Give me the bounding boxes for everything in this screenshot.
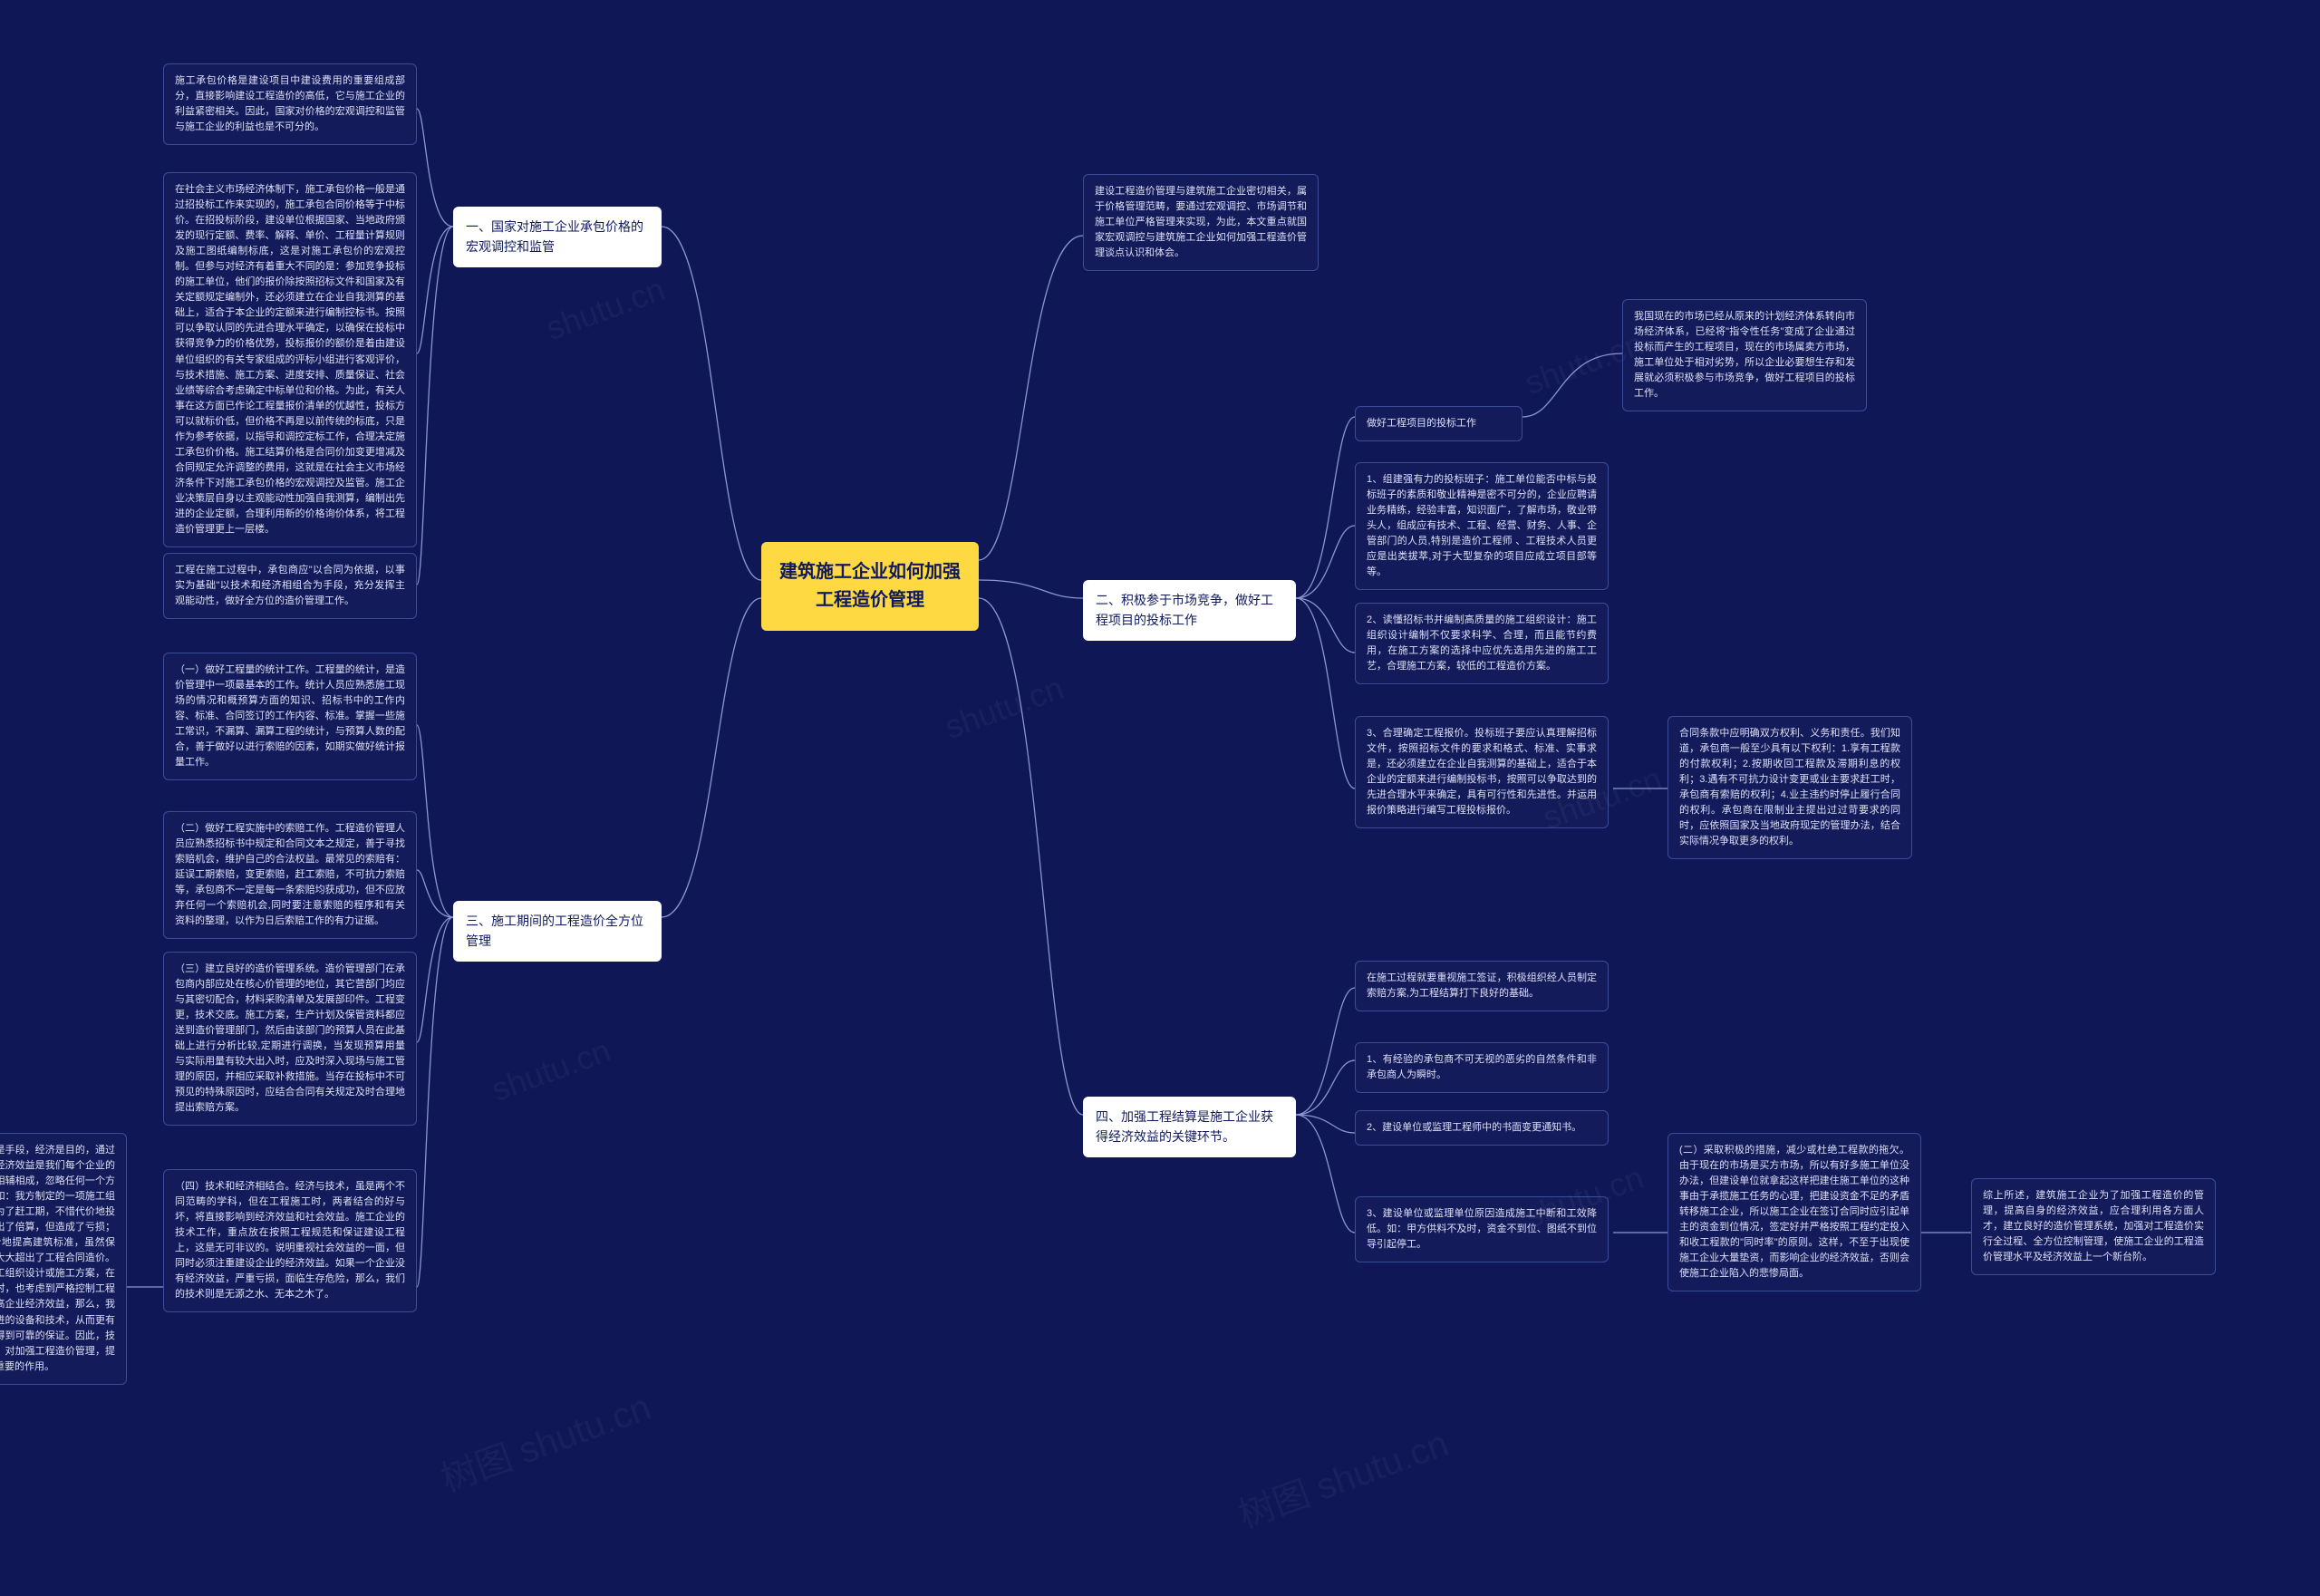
b2-l3-extra-text: 合同条款中应明确双方权利、义务和责任。我们知道，承包商一般至少具有以下权利：1.…: [1679, 726, 1900, 849]
b2-l0-text: 做好工程项目的投标工作: [1367, 416, 1511, 431]
branch-1: 一、国家对施工企业承包价格的宏观调控和监管: [453, 207, 662, 267]
branch-1-title: 一、国家对施工企业承包价格的宏观调控和监管: [466, 218, 649, 256]
b3-l4-text: （四）技术和经济相结合。经济与技术，虽是两个不同范畴的学科，但在工程施工时，两者…: [175, 1179, 405, 1302]
b4-l3-extra2: 综上所述，建筑施工企业为了加强工程造价的管理，提高自身的经济效益，应合理利用各方…: [1971, 1178, 2216, 1275]
branch-4-title: 四、加强工程结算是施工企业获得经济效益的关键环节。: [1096, 1108, 1283, 1146]
b1-l3-text: 工程在施工过程中，承包商应"以合同为依据，以事实为基础"以技术和经济相组合为手段…: [175, 563, 405, 609]
intro-text: 建设工程造价管理与建筑施工企业密切相关，属于价格管理范畴，要通过宏观调控、市场调…: [1095, 184, 1307, 261]
b2-l0: 做好工程项目的投标工作: [1355, 406, 1522, 441]
b4-l2: 2、建设单位或监理工程师中的书面变更通知书。: [1355, 1110, 1609, 1146]
b4-l2-text: 2、建设单位或监理工程师中的书面变更通知书。: [1367, 1120, 1597, 1136]
center-node: 建筑施工企业如何加强工程造价管理: [761, 542, 979, 631]
b1-l2: 在社会主义市场经济体制下，施工承包价格一般是通过招投标工作来实现的，施工承包合同…: [163, 172, 417, 547]
b1-l3: 工程在施工过程中，承包商应"以合同为依据，以事实为基础"以技术和经济相组合为手段…: [163, 553, 417, 619]
branch-2-title: 二、积极参于市场竞争，做好工程项目的投标工作: [1096, 591, 1283, 630]
b2-l0-extra: 我国现在的市场已经从原来的计划经济体系转向市场经济体系，已经将"指令性任务"变成…: [1622, 299, 1867, 411]
b3-l3: （三）建立良好的造价管理系统。造价管理部门在承包商内部应处在核心价管理的地位，其…: [163, 952, 417, 1126]
b2-l3-extra: 合同条款中应明确双方权利、义务和责任。我们知道，承包商一般至少具有以下权利：1.…: [1668, 716, 1912, 859]
b1-l1: 施工承包价格是建设项目中建设费用的重要组成部分，直接影响建设工程造价的高低，它与…: [163, 63, 417, 145]
b2-l2-text: 2、读懂招标书并编制高质量的施工组织设计：施工组织设计编制不仅要求科学、合理，而…: [1367, 613, 1597, 674]
intro-node: 建设工程造价管理与建筑施工企业密切相关，属于价格管理范畴，要通过宏观调控、市场调…: [1083, 174, 1319, 271]
b4-l3-extra2-text: 综上所述，建筑施工企业为了加强工程造价的管理，提高自身的经济效益，应合理利用各方…: [1983, 1188, 2204, 1265]
b2-l1-text: 1、组建强有力的投标班子：施工单位能否中标与投标班子的素质和敬业精神是密不可分的…: [1367, 472, 1597, 580]
b2-l2: 2、读懂招标书并编制高质量的施工组织设计：施工组织设计编制不仅要求科学、合理，而…: [1355, 603, 1609, 684]
b4-l3-extra1-text: (二）采取积极的措施，减少或杜绝工程款的拖欠。由于现在的市场是买方市场，所以有好…: [1679, 1143, 1909, 1282]
b3-l2-text: （二）做好工程实施中的索赔工作。工程造价管理人员应熟悉招标书中规定和合同文本之规…: [175, 821, 405, 929]
branch-4: 四、加强工程结算是施工企业获得经济效益的关键环节。: [1083, 1097, 1296, 1157]
center-title: 建筑施工企业如何加强工程造价管理: [776, 558, 964, 614]
b2-l1: 1、组建强有力的投标班子：施工单位能否中标与投标班子的素质和敬业精神是密不可分的…: [1355, 462, 1609, 590]
b3-l2: （二）做好工程实施中的索赔工作。工程造价管理人员应熟悉招标书中规定和合同文本之规…: [163, 811, 417, 939]
b4-l3-text: 3、建设单位或监理单位原因造成施工中断和工效降低。如：甲方供料不及时，资金不到位…: [1367, 1206, 1597, 1253]
watermark: 树图 shutu.cn: [432, 1378, 657, 1502]
branch-3: 三、施工期间的工程造价全方位管理: [453, 901, 662, 962]
b4-l3: 3、建设单位或监理单位原因造成施工中断和工效降低。如：甲方供料不及时，资金不到位…: [1355, 1196, 1609, 1262]
b2-l3-text: 3、合理确定工程报价。投标班子要应认真理解招标文件，按照招标文件的要求和格式、标…: [1367, 726, 1597, 818]
b4-l3-extra1: (二）采取积极的措施，减少或杜绝工程款的拖欠。由于现在的市场是买方市场，所以有好…: [1668, 1133, 1921, 1291]
b3-l1: （一）做好工程量的统计工作。工程量的统计，是造价管理中一项最基本的工作。统计人员…: [163, 653, 417, 780]
b4-l0-text: 在施工过程就要重视施工签证，积极组织经人员制定索赔方案,为工程结算打下良好的基础…: [1367, 971, 1597, 1001]
b4-l0: 在施工过程就要重视施工签证，积极组织经人员制定索赔方案,为工程结算打下良好的基础…: [1355, 961, 1609, 1011]
b3-l4-extra-text: 技术与经济的关系，技术是手段，经济是目的，通过科学的技术手段达到良好经济效益是我…: [0, 1143, 115, 1375]
b1-l1-text: 施工承包价格是建设项目中建设费用的重要组成部分，直接影响建设工程造价的高低，它与…: [175, 73, 405, 135]
b3-l3-text: （三）建立良好的造价管理系统。造价管理部门在承包商内部应处在核心价管理的地位，其…: [175, 962, 405, 1116]
branch-2: 二、积极参于市场竞争，做好工程项目的投标工作: [1083, 580, 1296, 641]
watermark: shutu.cn: [487, 1031, 615, 1109]
b2-l0-extra-text: 我国现在的市场已经从原来的计划经济体系转向市场经济体系，已经将"指令性任务"变成…: [1634, 309, 1855, 401]
watermark: shutu.cn: [541, 270, 670, 348]
b4-l1-text: 1、有经验的承包商不可无视的恶劣的自然条件和非承包商人为瞬时。: [1367, 1052, 1597, 1083]
branch-3-title: 三、施工期间的工程造价全方位管理: [466, 912, 649, 951]
b3-l4-extra: 技术与经济的关系，技术是手段，经济是目的，通过科学的技术手段达到良好经济效益是我…: [0, 1133, 127, 1385]
b4-l1: 1、有经验的承包商不可无视的恶劣的自然条件和非承包商人为瞬时。: [1355, 1042, 1609, 1093]
b1-l2-text: 在社会主义市场经济体制下，施工承包价格一般是通过招投标工作来实现的，施工承包合同…: [175, 182, 405, 537]
b3-l4: （四）技术和经济相结合。经济与技术，虽是两个不同范畴的学科，但在工程施工时，两者…: [163, 1169, 417, 1312]
b3-l1-text: （一）做好工程量的统计工作。工程量的统计，是造价管理中一项最基本的工作。统计人员…: [175, 663, 405, 770]
b2-l3: 3、合理确定工程报价。投标班子要应认真理解招标文件，按照招标文件的要求和格式、标…: [1355, 716, 1609, 828]
watermark: shutu.cn: [940, 669, 1068, 747]
watermark: 树图 shutu.cn: [1230, 1414, 1455, 1538]
